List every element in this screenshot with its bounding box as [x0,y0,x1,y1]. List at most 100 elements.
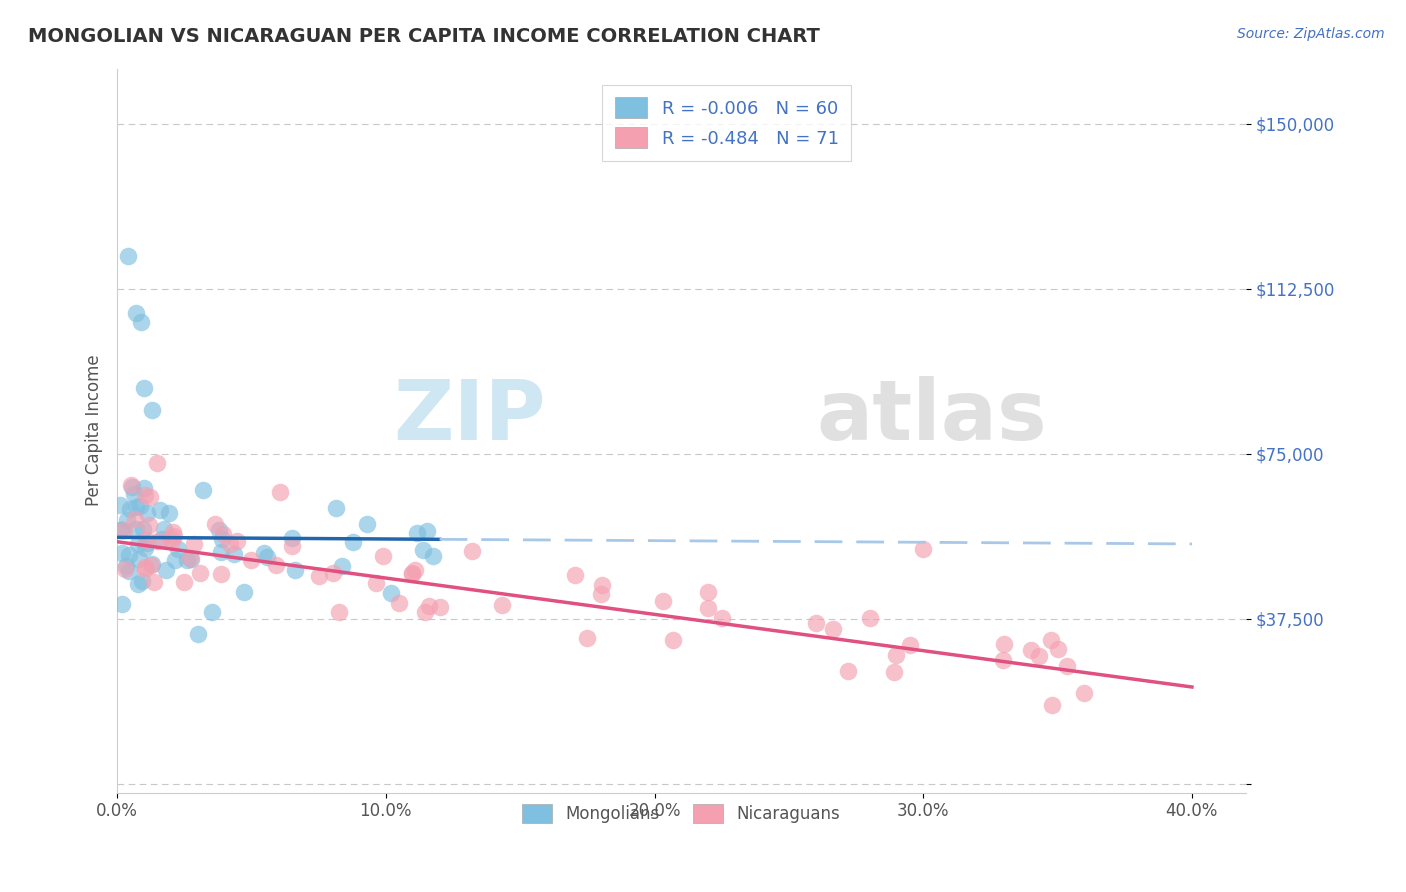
Point [1039,633,1062,648]
Point [576,631,599,645]
Point [134,541,156,556]
Point [128,551,150,566]
Point [162,524,184,539]
Point [188,566,211,580]
Point [661,633,683,648]
Point [173,575,195,590]
Point [209,545,232,559]
Point [1042,698,1064,712]
Point [993,653,1015,667]
Point [115,558,138,573]
Point [155,563,177,577]
Point [157,506,180,520]
Point [131,574,153,588]
Point [253,546,276,560]
Point [697,584,720,599]
Point [129,500,152,514]
Point [146,456,169,470]
Point [131,315,153,329]
Point [284,563,307,577]
Point [124,512,146,526]
Point [406,525,429,540]
Point [225,534,247,549]
Point [110,597,132,611]
Point [134,488,156,502]
Point [142,574,165,589]
Point [125,522,148,536]
Point [149,502,172,516]
Point [110,524,132,538]
Point [308,569,330,583]
Point [153,522,176,536]
Legend: Mongolians, Nicaraguans: Mongolians, Nicaraguans [510,792,852,835]
Point [134,481,156,495]
Point [883,665,905,679]
Point [322,566,344,580]
Point [187,627,209,641]
Y-axis label: Per Capita Income: Per Capita Income [86,355,103,507]
Point [218,537,240,551]
Point [413,605,436,619]
Point [136,506,159,520]
Point [415,524,437,539]
Point [135,536,157,550]
Point [118,564,141,578]
Point [176,553,198,567]
Point [141,402,163,417]
Point [108,499,131,513]
Point [240,552,263,566]
Point [858,611,880,625]
Point [201,605,224,619]
Point [330,559,353,574]
Point [179,551,201,566]
Point [114,561,136,575]
Point [211,532,233,546]
Point [224,547,246,561]
Point [132,381,155,395]
Point [388,595,411,609]
Point [212,527,235,541]
Point [886,648,908,663]
Point [364,575,387,590]
Point [898,638,921,652]
Point [135,533,157,547]
Point [121,480,143,494]
Point [117,513,139,527]
Point [823,622,845,636]
Point [141,558,163,572]
Point [418,599,440,614]
Point [163,553,186,567]
Point [120,502,142,516]
Point [837,664,859,678]
Point [183,537,205,551]
Point [256,549,278,564]
Point [1028,649,1050,664]
Text: ZIP: ZIP [394,376,546,457]
Point [564,568,586,582]
Point [127,537,149,551]
Point [697,601,720,615]
Point [138,490,160,504]
Point [356,516,378,531]
Point [412,543,434,558]
Point [1046,641,1069,656]
Point [111,523,134,537]
Point [125,306,148,320]
Point [269,484,291,499]
Point [120,477,142,491]
Point [141,558,163,573]
Point [325,500,347,515]
Text: MONGOLIAN VS NICARAGUAN PER CAPITA INCOME CORRELATION CHART: MONGOLIAN VS NICARAGUAN PER CAPITA INCOM… [28,27,820,45]
Point [404,562,426,576]
Point [124,500,146,515]
Point [460,544,482,558]
Point [591,577,613,591]
Point [118,549,141,563]
Text: atlas: atlas [817,376,1047,457]
Point [371,549,394,563]
Point [207,523,229,537]
Point [127,577,149,591]
Point [912,541,935,556]
Point [1019,643,1042,657]
Point [1056,658,1078,673]
